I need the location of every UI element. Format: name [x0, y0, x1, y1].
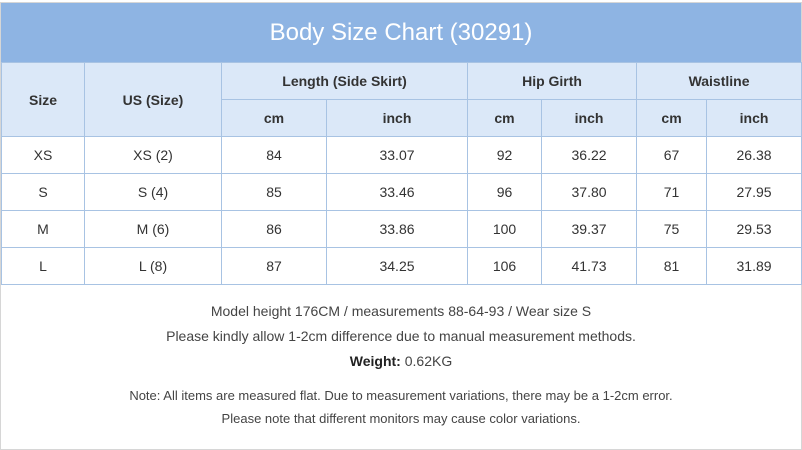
group-header: Hip Girth — [467, 62, 638, 100]
header-cell: Size — [1, 62, 85, 137]
table-cell: 27.95 — [706, 173, 802, 211]
table-cell: 85 — [221, 173, 327, 211]
table-cell: 34.25 — [325, 247, 469, 285]
note: Note: All items are measured flat. Due t… — [129, 388, 673, 403]
table-cell: 106 — [467, 247, 543, 285]
table-cell: 87 — [221, 247, 327, 285]
table-cell: 39.37 — [541, 210, 638, 248]
table-cell: 75 — [636, 210, 708, 248]
table-row: XS XS (2) 84 33.07 92 36.22 67 26.38 — [1, 136, 802, 174]
table-cell: 67 — [636, 136, 708, 174]
weight-label: Weight: — [349, 353, 401, 369]
table-cell: L (8) — [84, 247, 222, 285]
unit-header: cm — [636, 99, 708, 137]
table-cell: S — [1, 173, 85, 211]
table-cell: XS (2) — [84, 136, 222, 174]
table-cell: 29.53 — [706, 210, 802, 248]
note: Model height 176CM / measurements 88-64-… — [210, 303, 592, 319]
weight-value: 0.62KG — [404, 353, 453, 369]
table-cell: 36.22 — [541, 136, 638, 174]
group-header: Waistline — [636, 62, 802, 100]
table-cell: 33.86 — [325, 210, 469, 248]
title: Body Size Chart (30291) — [1, 3, 801, 62]
group-header: Length (Side Skirt) — [220, 62, 469, 100]
unit-header: cm — [467, 99, 543, 137]
table-cell: 33.07 — [325, 136, 469, 174]
table-cell: M — [1, 210, 85, 248]
table-cell: 96 — [467, 173, 543, 211]
size-table: Size US (Size) Length (Side Skirt) Hip G… — [1, 62, 802, 285]
header-cell: US (Size) — [84, 62, 222, 137]
unit-header: inch — [541, 99, 638, 137]
spacer — [1, 374, 801, 384]
note: Weight: 0.62KG — [1, 349, 801, 374]
table-cell: M (6) — [84, 210, 222, 248]
table-cell: 37.80 — [541, 173, 638, 211]
table-cell: 26.38 — [706, 136, 802, 174]
table-cell: L — [1, 247, 85, 285]
table-cell: 92 — [467, 136, 543, 174]
unit-header: inch — [706, 99, 802, 137]
note: Please kindly allow 1-2cm difference due… — [166, 328, 636, 344]
unit-header: inch — [325, 99, 469, 137]
table-cell: 86 — [221, 210, 327, 248]
table-cell: 84 — [221, 136, 327, 174]
table-cell: 100 — [467, 210, 543, 248]
table-cell: 81 — [636, 247, 708, 285]
table-cell: 31.89 — [706, 247, 802, 285]
table-cell: 33.46 — [325, 173, 469, 211]
table-cell: 71 — [636, 173, 708, 211]
table-cell: XS — [1, 136, 85, 174]
notes: Model height 176CM / measurements 88-64-… — [1, 299, 801, 430]
table-cell: S (4) — [84, 173, 222, 211]
unit-header: cm — [221, 99, 327, 137]
table-cell: 41.73 — [541, 247, 638, 285]
note: Please note that different monitors may … — [221, 411, 581, 426]
